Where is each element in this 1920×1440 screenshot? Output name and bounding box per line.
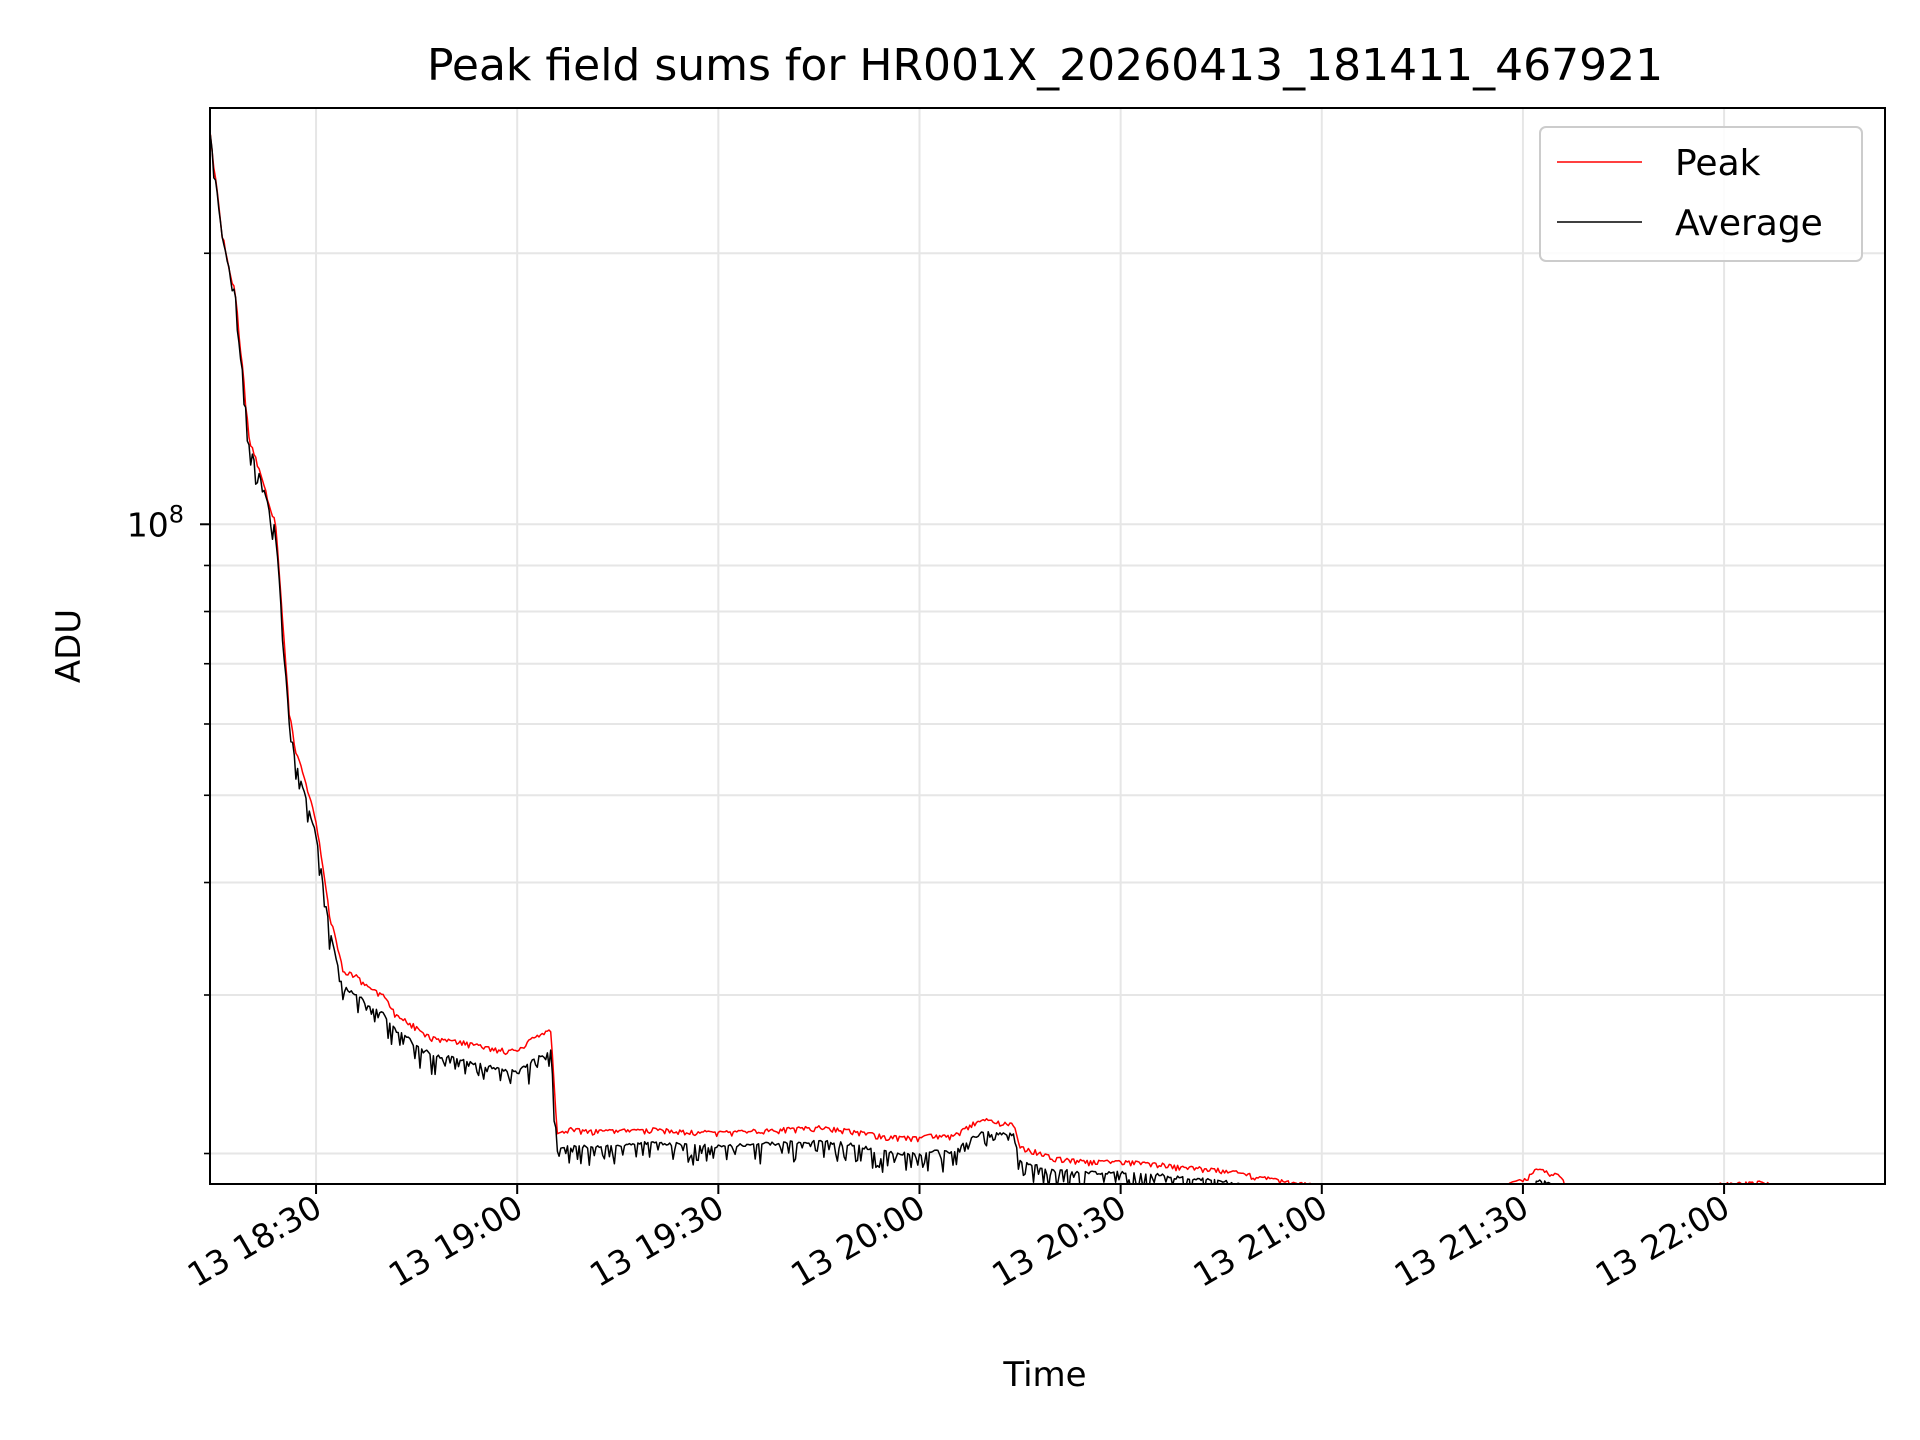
legend-label-average: Average: [1675, 203, 1823, 244]
y-axis-label: ADU: [49, 609, 89, 683]
legend-label-peak: Peak: [1675, 143, 1761, 184]
x-axis-label: Time: [1002, 1355, 1086, 1395]
grid: [210, 108, 1885, 1184]
legend: Peak Average: [1539, 126, 1863, 262]
series-line-average: [210, 134, 1554, 1184]
series-lines: [210, 128, 1777, 1184]
y-tick-label: 108: [127, 500, 184, 544]
chart-title: Peak field sums for HR001X_20260413_1814…: [427, 40, 1663, 91]
plot-frame: [209, 107, 1886, 1185]
series-line-peak: [210, 128, 1777, 1184]
legend-box: [1539, 126, 1863, 262]
